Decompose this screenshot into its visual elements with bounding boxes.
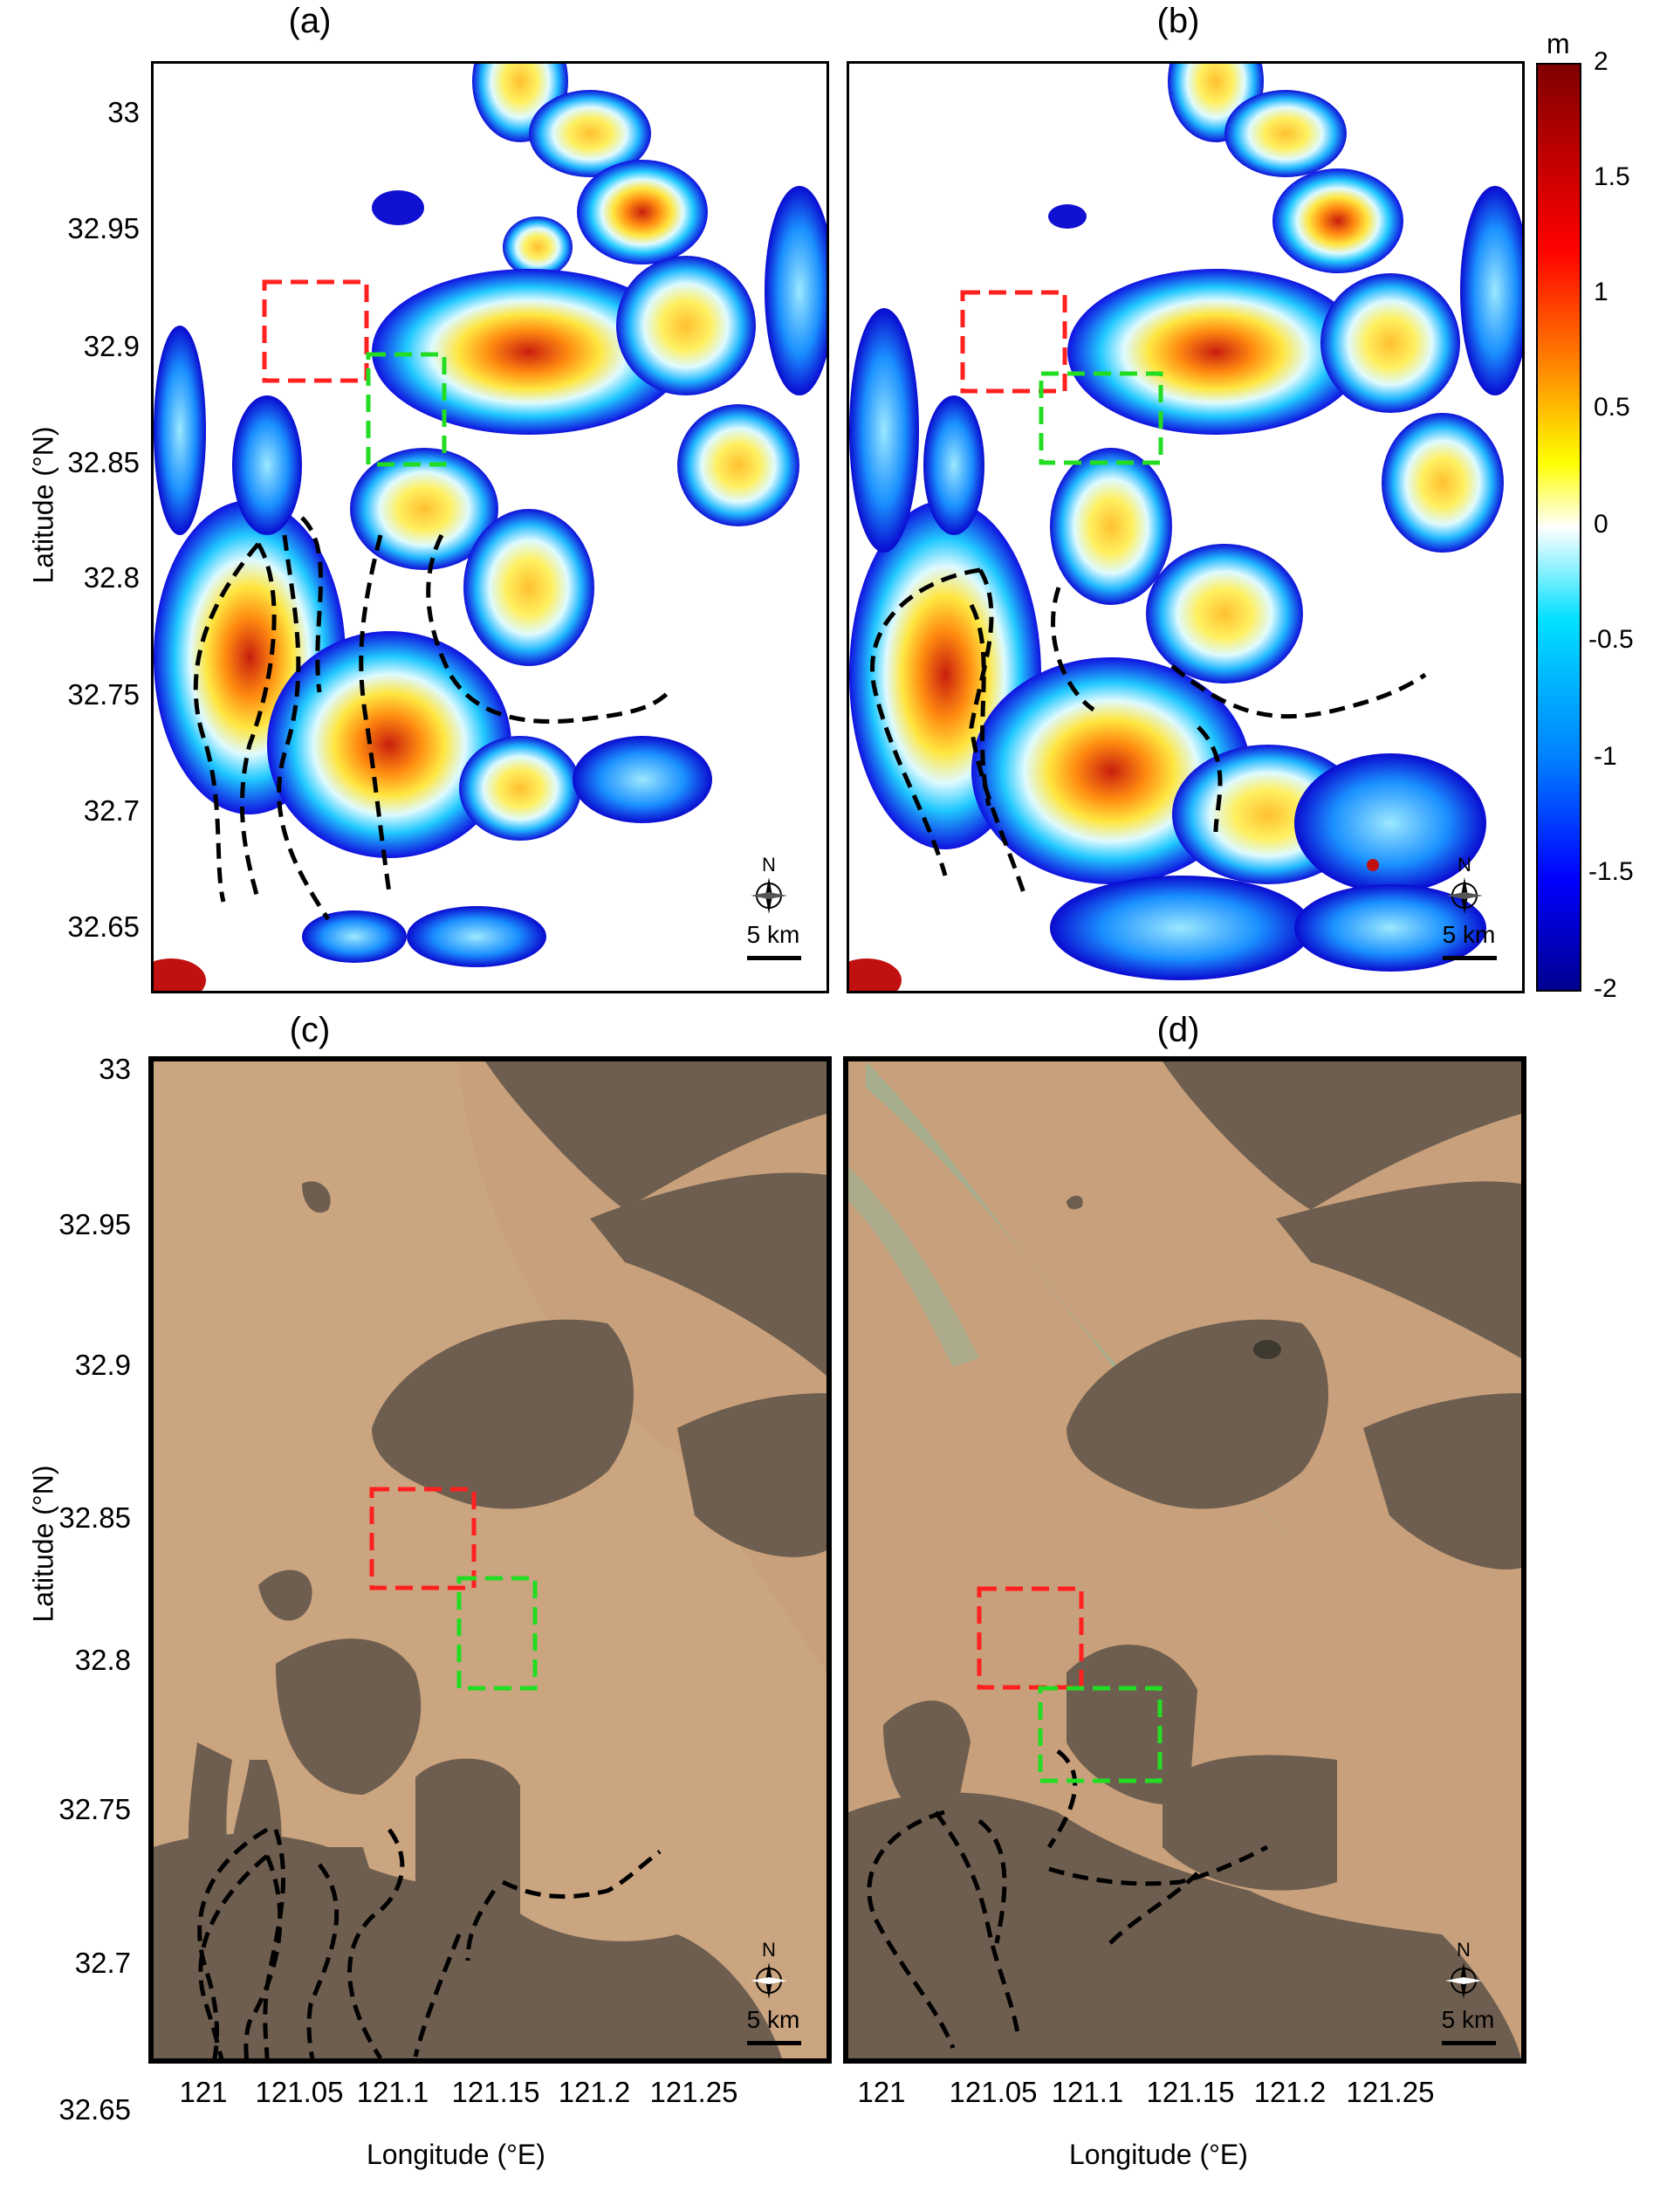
ytick: 32.7 [74,1947,131,1979]
scale-bar [1443,956,1497,960]
annotation-overlay-c [197,1487,662,2058]
colorbar-tick: 0 [1594,510,1608,539]
panel-b-elevation-map: N 5 km [847,61,1525,993]
red-box [977,1586,1084,1690]
ytick: 32.75 [67,678,140,711]
colorbar-tick: 2 [1594,47,1608,76]
green-box [1039,371,1163,465]
colorbar-tick: -0.5 [1588,625,1634,654]
panel-a-elevation-map: N 5 km [151,61,829,993]
xtick: 121.1 [356,2076,429,2108]
ytick: 32.65 [58,2093,131,2126]
satellite-image-c [154,1061,826,2058]
xtick: 121.15 [1146,2076,1235,2108]
colorbar-unit: m [1547,28,1570,59]
colorbar-tick: 0.5 [1594,393,1630,422]
red-box [262,279,369,383]
colorbar-tick: -1 [1594,742,1617,771]
elevation-map-b [849,64,1522,991]
red-box [369,1487,477,1590]
xtick: 121.05 [949,2076,1038,2108]
panel-label-b: (b) [1156,2,1200,40]
ytick: 32.75 [58,1793,131,1825]
north-label: N [762,854,776,876]
north-label: N [1457,1939,1471,1961]
panel-label-c: (c) [289,1011,331,1049]
scale-bar [747,2041,801,2045]
north-arrow-icon [1445,1962,1482,1999]
green-box [1038,1686,1163,1783]
north-label: N [1458,854,1471,876]
annotation-overlay-d [867,1586,1269,2049]
colorbar [1536,63,1581,992]
ytick: 32.85 [67,446,140,478]
colorbar-tick: 1 [1594,278,1608,306]
satellite-image-d [848,1061,1521,2058]
green-box [366,352,447,467]
xtick: 121.1 [1051,2076,1124,2108]
colorbar-tick: -2 [1594,974,1617,1003]
ytick: 32.7 [83,794,140,827]
panel-d-satellite-image: N 5 km [843,1056,1526,2064]
colorbar-tick: 1.5 [1594,162,1630,191]
north-arrow-icon [751,877,787,914]
ytick: 32.85 [58,1501,131,1534]
x-axis-title-c: Longitude (°E) [367,2139,545,2170]
y-axis-title-bottom: Latitude (°N) [27,1465,59,1623]
green-box [456,1576,538,1691]
ytick: 33 [107,96,140,128]
scale-bar-label: 5 km [1441,2006,1495,2033]
ytick: 32.95 [58,1208,131,1240]
scale-bar-label: 5 km [746,921,800,948]
ytick: 32.9 [74,1349,131,1381]
red-box [960,290,1067,394]
north-arrow-icon [1446,877,1483,914]
scale-bar-label: 5 km [746,2006,800,2033]
colorbar-tick: -1.5 [1588,857,1634,886]
scale-bar [747,956,801,960]
north-label: N [762,1939,776,1961]
scale-bar [1442,2041,1496,2045]
scale-bar-label: 5 km [1442,921,1496,948]
north-arrow-icon [751,1962,787,1999]
xtick: 121 [857,2076,906,2108]
ytick: 33 [99,1053,131,1085]
ytick: 32.65 [67,910,140,943]
panel-c-satellite-image: N 5 km [148,1056,832,2064]
panel-label-d: (d) [1156,1011,1200,1049]
ytick: 32.8 [74,1644,131,1676]
ytick: 32.8 [83,561,140,594]
xtick: 121.25 [649,2076,738,2108]
xtick: 121.2 [1253,2076,1327,2108]
x-axis-title-d: Longitude (°E) [1069,2139,1248,2170]
xtick: 121 [179,2076,228,2108]
xtick: 121.25 [1346,2076,1435,2108]
xtick: 121.15 [451,2076,540,2108]
panel-label-a: (a) [288,2,332,40]
xtick: 121.05 [255,2076,344,2108]
ytick: 32.95 [67,212,140,244]
xtick: 121.2 [558,2076,631,2108]
ytick: 32.9 [83,330,140,362]
elevation-map-a [154,64,826,991]
